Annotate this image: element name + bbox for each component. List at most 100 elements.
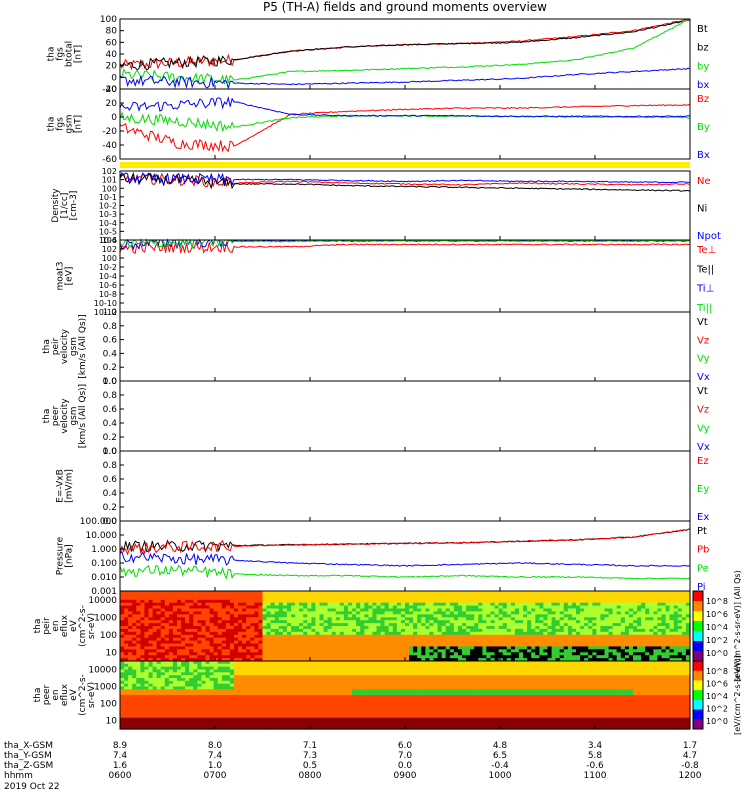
spectrogram-cell xyxy=(669,602,675,607)
spectrogram-cell xyxy=(531,655,536,659)
spectrogram-cell xyxy=(286,663,292,668)
spectrogram-cell xyxy=(311,658,317,662)
spectrogram-cell xyxy=(604,643,610,648)
spectrogram-cell xyxy=(323,686,329,690)
spectrogram-cell xyxy=(580,620,585,624)
spectrogram-cell xyxy=(303,614,308,618)
spectrogram-cell xyxy=(596,658,602,662)
legend-label: Ez xyxy=(697,456,709,467)
spectrogram-cell xyxy=(681,611,687,615)
spectrogram-cell xyxy=(457,614,463,618)
spectrogram-cell xyxy=(437,596,443,601)
spectrogram-cell xyxy=(319,591,325,595)
spectrogram-cell xyxy=(168,669,174,673)
spectrogram-cell xyxy=(282,628,288,633)
spectrogram-cell xyxy=(238,703,243,707)
spectrogram-cell xyxy=(319,697,325,702)
spectrogram-cell xyxy=(172,602,178,607)
spectrogram-cell xyxy=(343,643,349,648)
spectrogram-cell xyxy=(213,646,219,650)
spectrogram-cell xyxy=(144,683,150,688)
spectrogram-cell xyxy=(327,626,333,630)
spectrogram-cell xyxy=(197,596,203,601)
spectrogram-cell xyxy=(209,717,215,722)
spectrogram-cell xyxy=(466,652,471,656)
spectrogram-cell xyxy=(254,703,260,707)
spectrogram-cell xyxy=(303,695,308,699)
spectrogram-cell xyxy=(319,678,325,682)
spectrogram-cell xyxy=(213,666,219,671)
spectrogram-cell xyxy=(527,608,532,613)
spectrogram-cell xyxy=(152,726,158,730)
spectrogram-cell xyxy=(331,620,337,624)
spectrogram-cell xyxy=(653,623,659,627)
spectrogram-cell xyxy=(323,666,329,671)
spectrogram-cell xyxy=(282,602,288,607)
spectrogram-cell xyxy=(120,672,125,676)
spectrogram-cell xyxy=(637,643,642,648)
spectrogram-cell xyxy=(140,620,146,624)
spectrogram-cell xyxy=(140,634,146,639)
spectrogram-cell xyxy=(535,652,540,656)
spectrogram-cell xyxy=(295,640,300,645)
spectrogram-cell xyxy=(258,666,264,671)
spectrogram-cell xyxy=(278,669,284,673)
spectrogram-cell xyxy=(282,655,288,659)
spectrogram-cell xyxy=(144,599,150,604)
spectrogram-cell xyxy=(413,646,418,650)
y-axis-label: (cm^2-s- xyxy=(78,605,88,647)
spectrogram-cell xyxy=(136,634,141,639)
spectrogram-cell xyxy=(677,649,683,653)
spectrogram-cell xyxy=(225,683,231,688)
spectrogram-cell xyxy=(567,640,573,645)
spectrogram-cell xyxy=(327,686,333,690)
spectrogram-cell xyxy=(262,663,268,668)
spectrogram-cell xyxy=(225,700,231,705)
spectrogram-cell xyxy=(140,591,146,595)
spectrogram-cell xyxy=(539,608,545,613)
spectrogram-cell xyxy=(539,640,545,645)
spectrogram-cell xyxy=(433,649,439,653)
spectrogram-cell xyxy=(144,720,150,724)
spectrogram-cell xyxy=(441,655,447,659)
spectrogram-cell xyxy=(274,643,280,648)
legend-label: Bx xyxy=(697,150,710,161)
spectrogram-cell xyxy=(466,631,471,636)
spectrogram-cell xyxy=(523,608,528,613)
spectrogram-cell xyxy=(266,678,272,682)
spectrogram-cell xyxy=(523,614,528,618)
spectrogram-cell xyxy=(384,652,390,656)
spectrogram-cell xyxy=(229,623,235,627)
spectrogram-cell xyxy=(229,661,235,665)
spectrogram-cell xyxy=(380,637,386,642)
spectrogram-cell xyxy=(661,599,667,604)
spectrogram-cell xyxy=(559,602,565,607)
spectrogram-cell xyxy=(144,669,150,673)
spectrogram-cell xyxy=(421,611,426,615)
spectrogram-cell xyxy=(193,680,198,685)
spectrogram-cell xyxy=(596,637,602,642)
spectrogram-cell xyxy=(201,643,207,648)
spectrogram-cell xyxy=(449,652,455,656)
spectrogram-cell xyxy=(124,626,129,630)
spectrogram-cell xyxy=(608,620,614,624)
spectrogram-cell xyxy=(462,643,467,648)
spectrogram-cell xyxy=(596,599,602,604)
spectrogram-cell xyxy=(299,602,304,607)
spectrogram-cell xyxy=(535,608,540,613)
spectrogram-cell xyxy=(457,637,463,642)
spectrogram-cell xyxy=(299,706,304,710)
spectrogram-cell xyxy=(168,703,174,707)
spectrogram-cell xyxy=(148,709,154,713)
spectrogram-cell xyxy=(604,593,610,598)
spectrogram-cell xyxy=(221,692,227,696)
spectrogram-cell xyxy=(559,614,565,618)
spectrogram-cell xyxy=(506,596,512,601)
spectrogram-cell xyxy=(352,599,357,604)
spectrogram-cell xyxy=(327,663,333,668)
spectrogram-cell xyxy=(335,720,341,724)
spectrogram-cell xyxy=(221,672,227,676)
spectrogram-cell xyxy=(588,634,593,639)
spectrogram-cell xyxy=(311,602,317,607)
spectrogram-cell xyxy=(164,640,170,645)
